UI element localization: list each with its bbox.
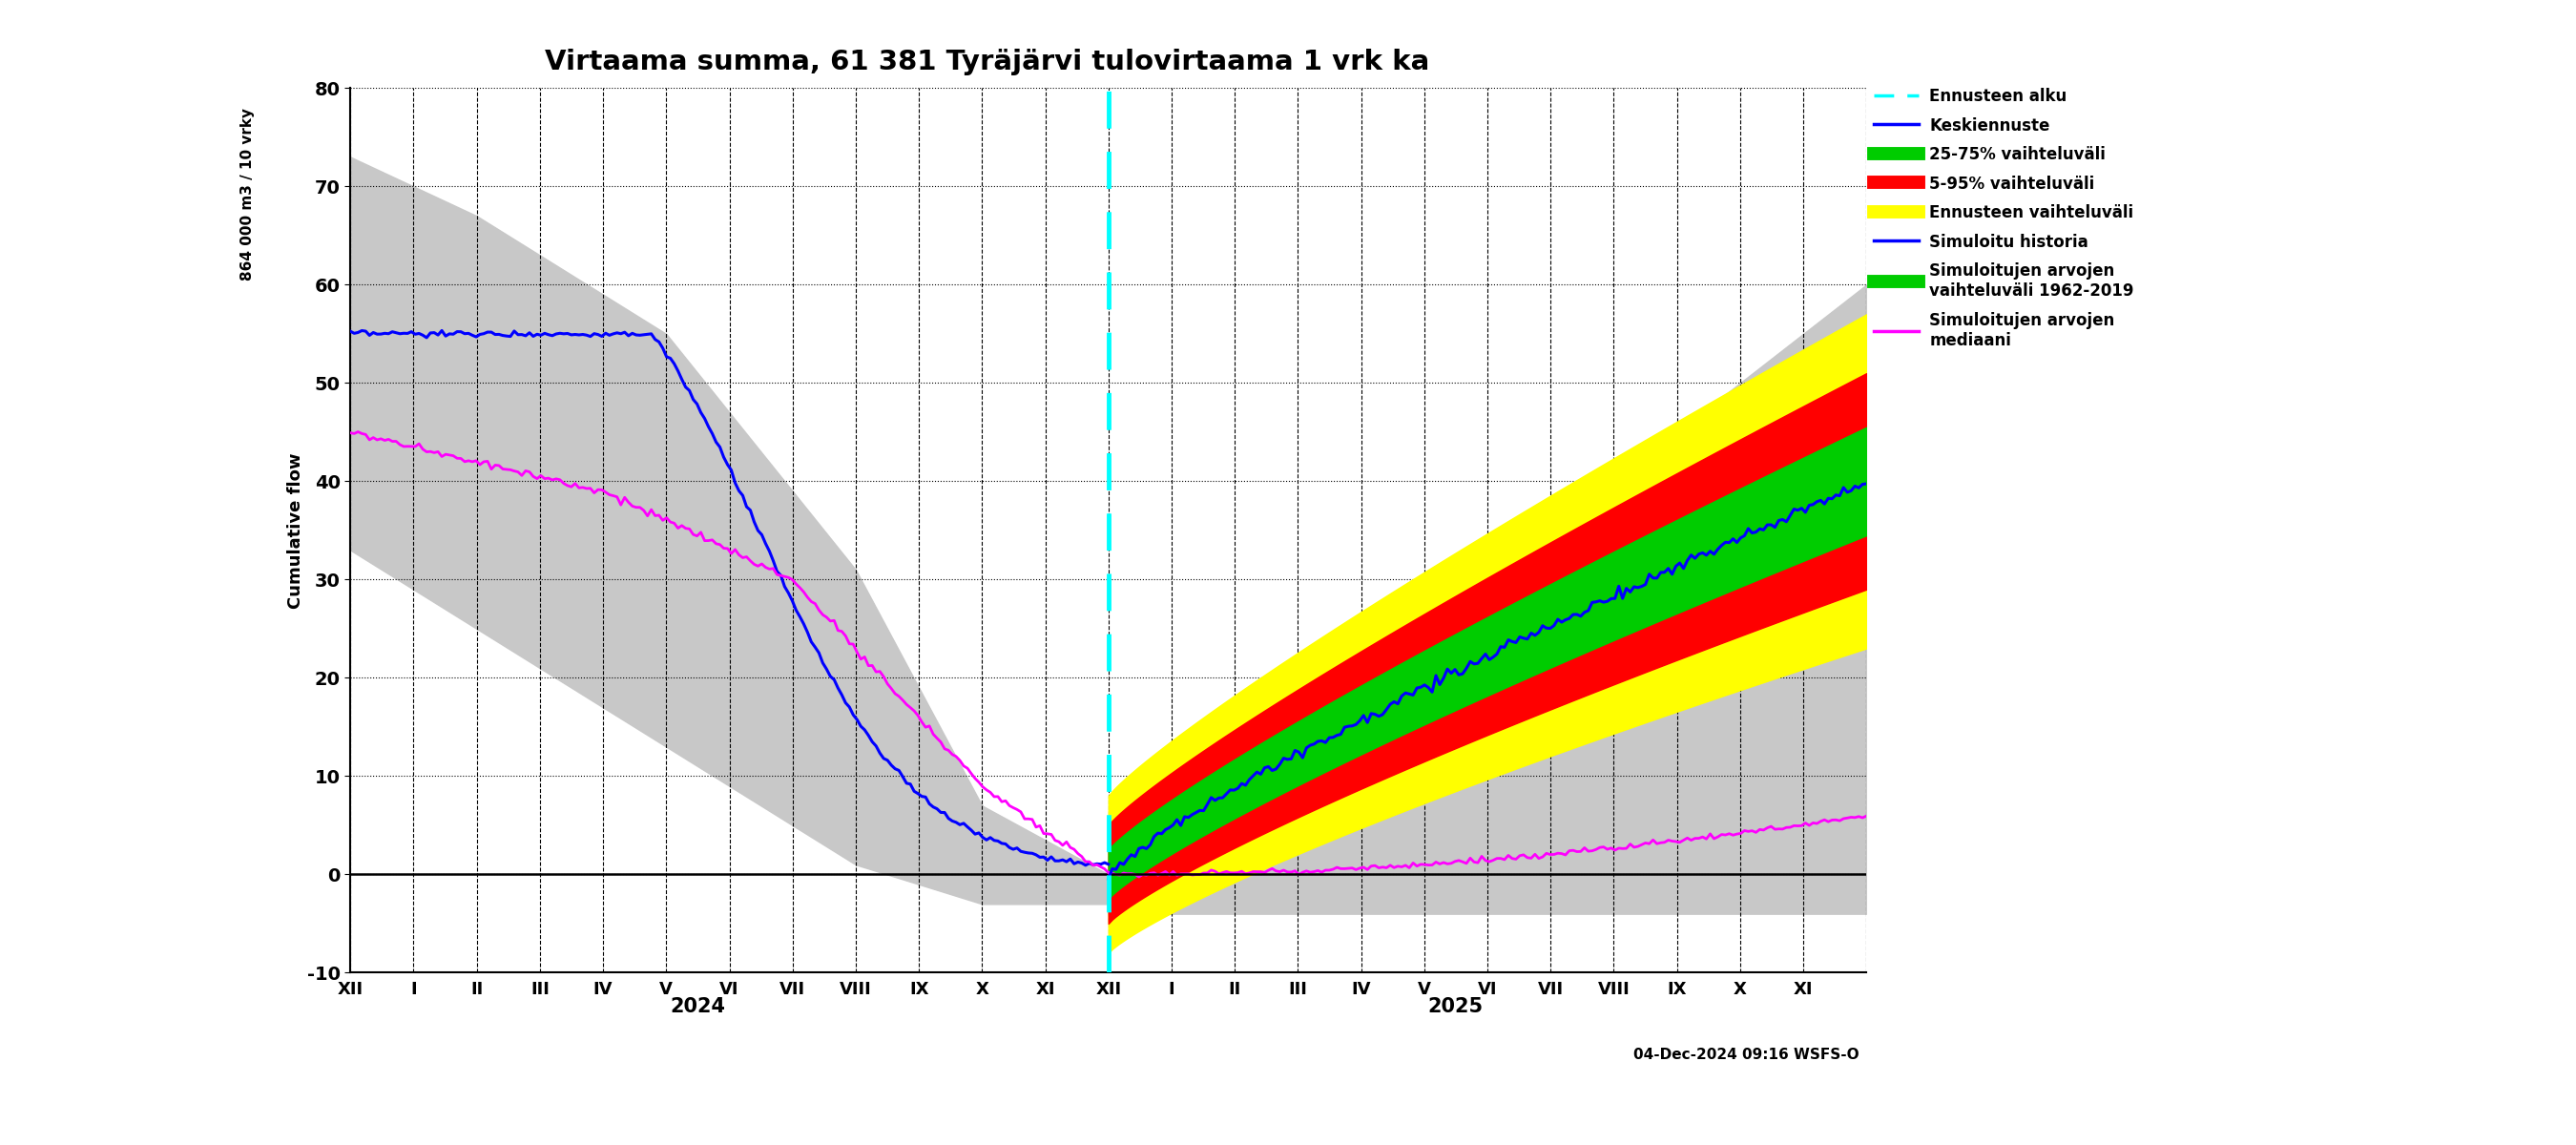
Legend: Ennusteen alku, Keskiennuste, 25-75% vaihteluväli, 5-95% vaihteluväli, Ennusteen: Ennusteen alku, Keskiennuste, 25-75% vai… [1873, 88, 2136, 349]
Text: 864 000 m3 / 10 vrky: 864 000 m3 / 10 vrky [240, 108, 255, 281]
Text: 2024: 2024 [670, 997, 726, 1017]
Text: 2025: 2025 [1427, 997, 1484, 1017]
Text: 04-Dec-2024 09:16 WSFS-O: 04-Dec-2024 09:16 WSFS-O [1633, 1048, 1860, 1063]
Title: Virtaama summa, 61 381 Tyräjärvi tulovirtaama 1 vrk ka: Virtaama summa, 61 381 Tyräjärvi tulovir… [544, 48, 1430, 76]
Y-axis label: Cumulative flow: Cumulative flow [289, 452, 304, 608]
